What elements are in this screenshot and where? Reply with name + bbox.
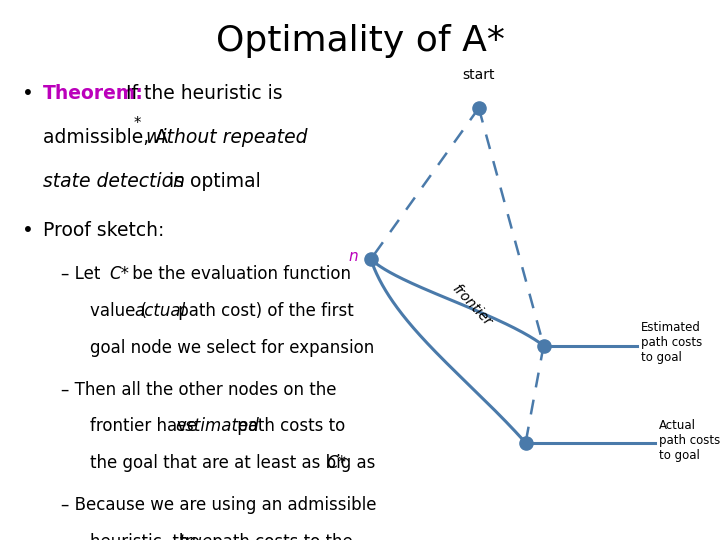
Text: actual: actual [135, 302, 186, 320]
Text: path costs to: path costs to [232, 417, 345, 435]
Text: If the heuristic is: If the heuristic is [120, 84, 283, 103]
Text: path cost) of the first: path cost) of the first [173, 302, 354, 320]
Text: Optimality of A*: Optimality of A* [215, 24, 505, 58]
Text: without repeated: without repeated [140, 128, 308, 147]
Point [538, 341, 549, 350]
Text: frontier: frontier [449, 281, 495, 329]
Text: – Let: – Let [61, 265, 106, 283]
Text: Estimated
path costs
to goal: Estimated path costs to goal [641, 321, 702, 365]
Text: value (: value ( [90, 302, 147, 320]
Point [520, 438, 531, 447]
Text: true: true [179, 533, 213, 540]
Text: admissible, A: admissible, A [43, 128, 168, 147]
Text: Proof sketch:: Proof sketch: [43, 221, 165, 240]
Text: state detection: state detection [43, 172, 185, 191]
Text: •: • [22, 84, 33, 103]
Text: – Then all the other nodes on the: – Then all the other nodes on the [61, 381, 337, 399]
Text: Actual
path costs
to goal: Actual path costs to goal [659, 418, 720, 462]
Text: path costs to the: path costs to the [207, 533, 352, 540]
Text: frontier have: frontier have [90, 417, 202, 435]
Text: start: start [462, 68, 495, 82]
Text: estimated: estimated [175, 417, 258, 435]
Text: – Because we are using an admissible: – Because we are using an admissible [61, 496, 377, 514]
Text: the goal that are at least as big as: the goal that are at least as big as [90, 454, 381, 472]
Text: n: n [348, 249, 358, 264]
Text: heuristic, the: heuristic, the [90, 533, 205, 540]
Text: be the evaluation function: be the evaluation function [127, 265, 351, 283]
Text: C*: C* [109, 265, 130, 283]
Text: *: * [134, 116, 141, 131]
Text: Theorem:: Theorem: [43, 84, 144, 103]
Text: •: • [22, 221, 33, 240]
Text: is optimal: is optimal [163, 172, 261, 191]
Point [473, 104, 485, 112]
Point [365, 255, 377, 264]
Text: goal node we select for expansion: goal node we select for expansion [90, 339, 374, 356]
Text: C*: C* [326, 454, 346, 472]
